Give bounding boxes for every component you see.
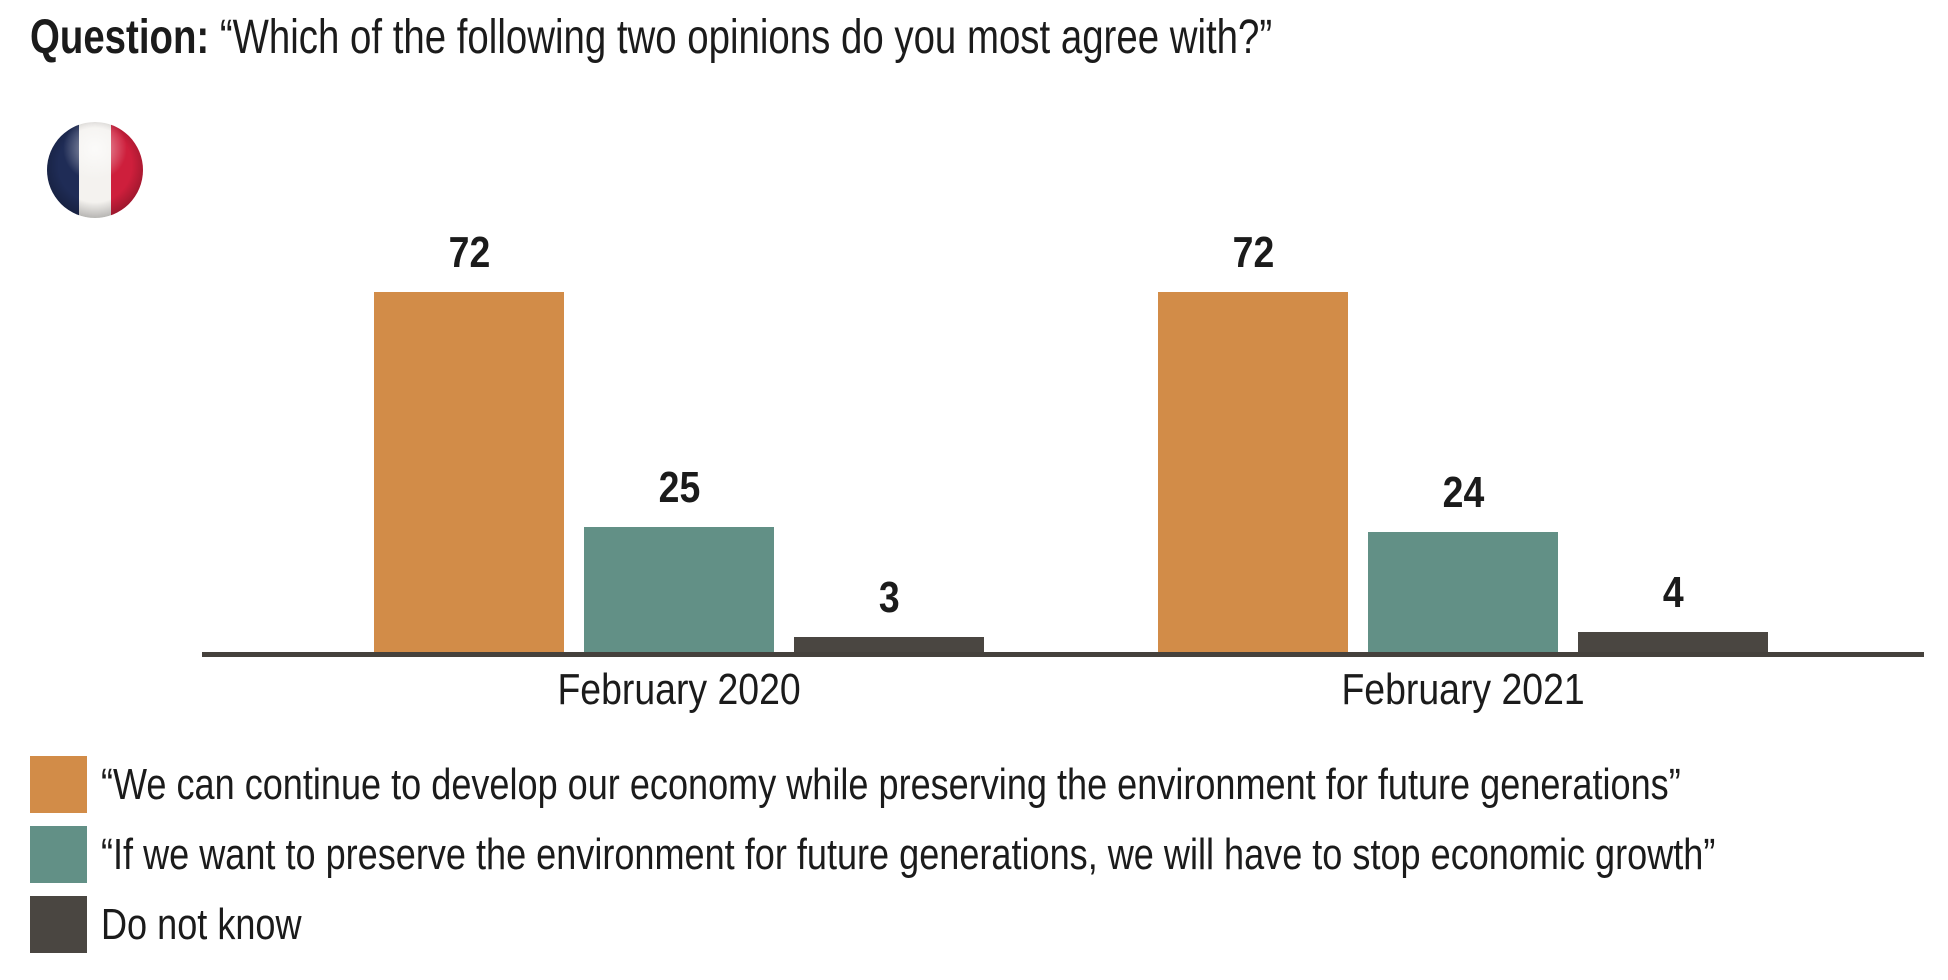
france-flag-icon [47, 122, 143, 218]
legend-item-do-not-know: Do not know [30, 896, 1948, 953]
bar-column: 25 [584, 466, 774, 652]
bar-value-label: 3 [878, 573, 900, 622]
bar-value-label: 4 [1662, 568, 1684, 617]
x-axis-label-february-2020: February 2020 [557, 665, 801, 714]
bar-column: 4 [1578, 571, 1768, 652]
page-title: Question: “Which of the following two op… [30, 10, 1583, 65]
title-line: Question: “Which of the following two op… [30, 10, 1272, 65]
legend-item-economy: “We can continue to develop our economy … [30, 756, 1948, 813]
bar-column: 72 [374, 231, 564, 652]
bar-group-february-2020: 72 25 3 [374, 0, 984, 652]
bar-value-label: 24 [1442, 468, 1484, 517]
legend-item-environment: “If we want to preserve the environment … [30, 826, 1948, 883]
legend-swatch-gray [30, 896, 87, 953]
legend-swatch-orange [30, 756, 87, 813]
bar-do-not-know-2020 [794, 637, 984, 652]
bar-do-not-know-2021 [1578, 632, 1768, 652]
question-label: Question: [30, 11, 210, 64]
legend-label: “If we want to preserve the environment … [101, 829, 1716, 879]
bar-value-label: 72 [1232, 228, 1274, 277]
question-text: “Which of the following two opinions do … [219, 11, 1273, 64]
bar-economy-2020 [374, 292, 564, 652]
bar-value-label: 72 [448, 228, 490, 277]
bar-column: 3 [794, 576, 984, 652]
bar-column: 72 [1158, 231, 1348, 652]
x-axis-line [202, 652, 1924, 657]
bar-group-february-2021: 72 24 4 [1158, 0, 1768, 652]
bar-environment-2021 [1368, 532, 1558, 652]
bar-column: 24 [1368, 471, 1558, 652]
legend-label: Do not know [101, 899, 302, 949]
legend-label: “We can continue to develop our economy … [101, 759, 1681, 809]
legend: “We can continue to develop our economy … [30, 756, 1948, 966]
bar-value-label: 25 [658, 463, 700, 512]
x-axis-label-february-2021: February 2021 [1341, 665, 1585, 714]
legend-swatch-teal [30, 826, 87, 883]
bar-environment-2020 [584, 527, 774, 652]
bar-economy-2021 [1158, 292, 1348, 652]
